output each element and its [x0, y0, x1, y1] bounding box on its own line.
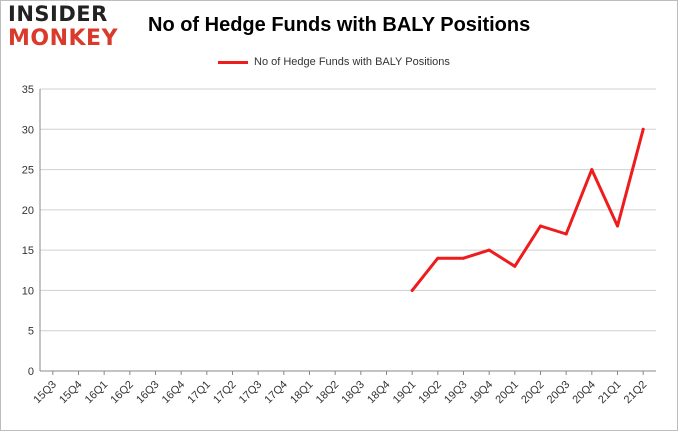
x-tick-label: 16Q1 [83, 379, 111, 407]
y-tick-label: 30 [22, 124, 34, 136]
series-line [410, 127, 645, 292]
data-point [564, 232, 568, 236]
x-tick-label: 18Q1 [288, 379, 316, 407]
x-tick-label: 18Q2 [314, 379, 342, 407]
y-tick-label: 20 [22, 205, 34, 217]
x-tick-label: 16Q2 [108, 379, 136, 407]
data-point [487, 248, 491, 252]
y-tick-label: 35 [22, 84, 34, 96]
data-point [513, 264, 517, 268]
x-tick-label: 17Q4 [262, 379, 290, 407]
data-point [590, 168, 594, 172]
y-tick-label: 5 [28, 326, 34, 338]
x-tick-label: 19Q3 [442, 379, 470, 407]
data-point [436, 256, 440, 260]
x-tick-label: 20Q2 [519, 379, 547, 407]
logo-text-monkey: MONKEY [8, 26, 119, 51]
x-tick-label: 17Q1 [185, 379, 213, 407]
x-tick-label: 21Q1 [596, 379, 624, 407]
chart-legend: No of Hedge Funds with BALY Positions [218, 54, 450, 70]
insider-monkey-logo: INSIDER MONKEY [8, 4, 128, 56]
legend-label: No of Hedge Funds with BALY Positions [254, 56, 450, 68]
x-tick-label: 20Q3 [545, 379, 573, 407]
y-tick-label: 15 [22, 245, 34, 257]
x-tick-label: 19Q2 [416, 379, 444, 407]
x-tick-label: 16Q3 [134, 379, 162, 407]
x-tick-label: 16Q4 [160, 379, 188, 407]
x-tick-label: 17Q2 [211, 379, 239, 407]
x-tick-label: 19Q4 [468, 379, 496, 407]
x-tick-label: 17Q3 [237, 379, 265, 407]
y-tick-label: 0 [28, 366, 34, 378]
data-point [462, 256, 465, 260]
data-point [410, 288, 414, 292]
logo-text-insider: INSIDER [8, 2, 108, 26]
chart-title: No of Hedge Funds with BALY Positions [148, 14, 531, 36]
data-point [616, 224, 619, 228]
x-tick-label: 21Q2 [622, 379, 650, 407]
legend-line-swatch [218, 60, 248, 64]
x-tick-label: 20Q4 [570, 379, 598, 407]
x-tick-label: 18Q3 [339, 379, 367, 407]
x-tick-label: 15Q3 [31, 379, 59, 407]
x-tick-label: 20Q1 [493, 379, 521, 407]
y-tick-label: 25 [22, 165, 34, 177]
x-tick-label: 15Q4 [57, 379, 85, 407]
x-tick-label: 18Q4 [365, 379, 393, 407]
data-point [641, 127, 645, 131]
y-tick-label: 10 [22, 285, 34, 297]
x-tick-label: 19Q1 [391, 379, 419, 407]
data-point [539, 224, 542, 228]
